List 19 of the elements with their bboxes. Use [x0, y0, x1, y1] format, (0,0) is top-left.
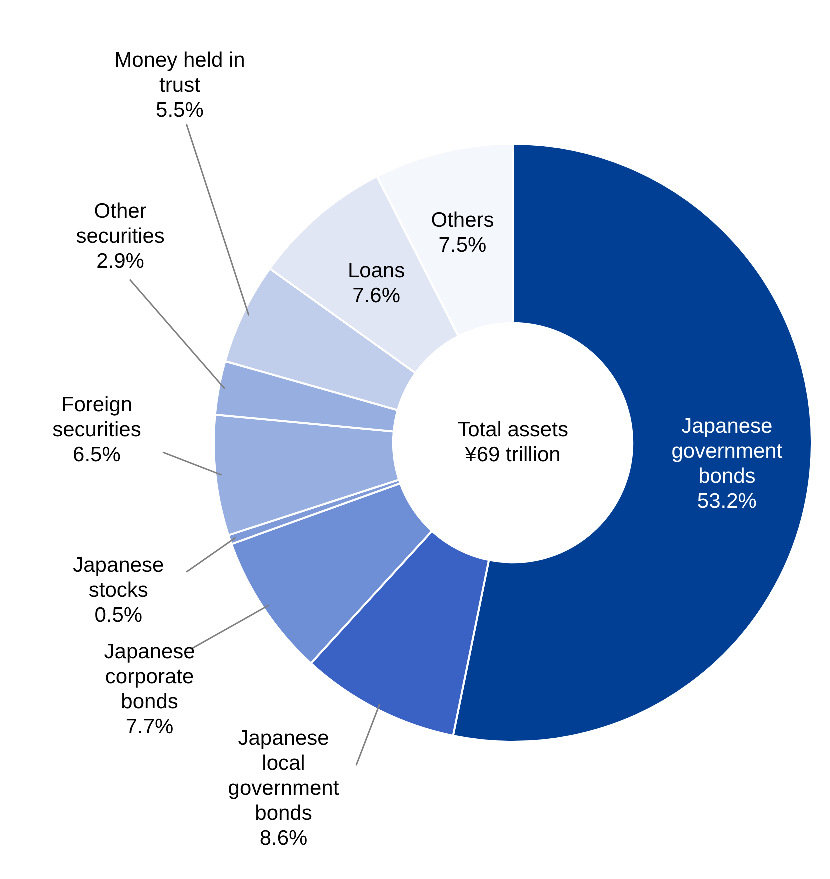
- data-label: 7.7%: [126, 715, 174, 738]
- slice-label: Japanese corporate bonds: [104, 640, 196, 714]
- slice-label: Japanese government bonds: [672, 414, 783, 488]
- data-label: 8.6%: [260, 827, 308, 850]
- slice-label: Money held in trust: [114, 49, 246, 98]
- slice-label: Japanese stocks: [73, 554, 164, 602]
- slice-label: Others: [431, 208, 494, 232]
- slice-label: Foreign securities: [52, 394, 142, 442]
- data-label: 5.5%: [156, 99, 204, 122]
- data-label: 0.5%: [94, 604, 143, 627]
- slice-label: Japanese local government bonds: [228, 727, 340, 826]
- data-label: 2.9%: [96, 250, 144, 274]
- text: Total assets ¥69 trillion: [458, 418, 568, 466]
- data-label: 53.2%: [697, 490, 757, 513]
- data-label: 7.6%: [352, 284, 401, 308]
- slice-label: Loans: [348, 260, 406, 283]
- slice-label: Other securities: [76, 200, 165, 248]
- data-label: 6.5%: [73, 444, 121, 467]
- data-label: 7.5%: [438, 234, 487, 257]
